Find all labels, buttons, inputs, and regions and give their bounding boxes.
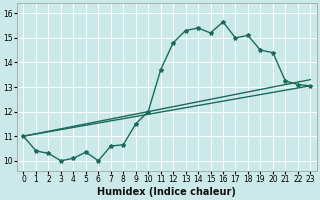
X-axis label: Humidex (Indice chaleur): Humidex (Indice chaleur): [98, 187, 236, 197]
